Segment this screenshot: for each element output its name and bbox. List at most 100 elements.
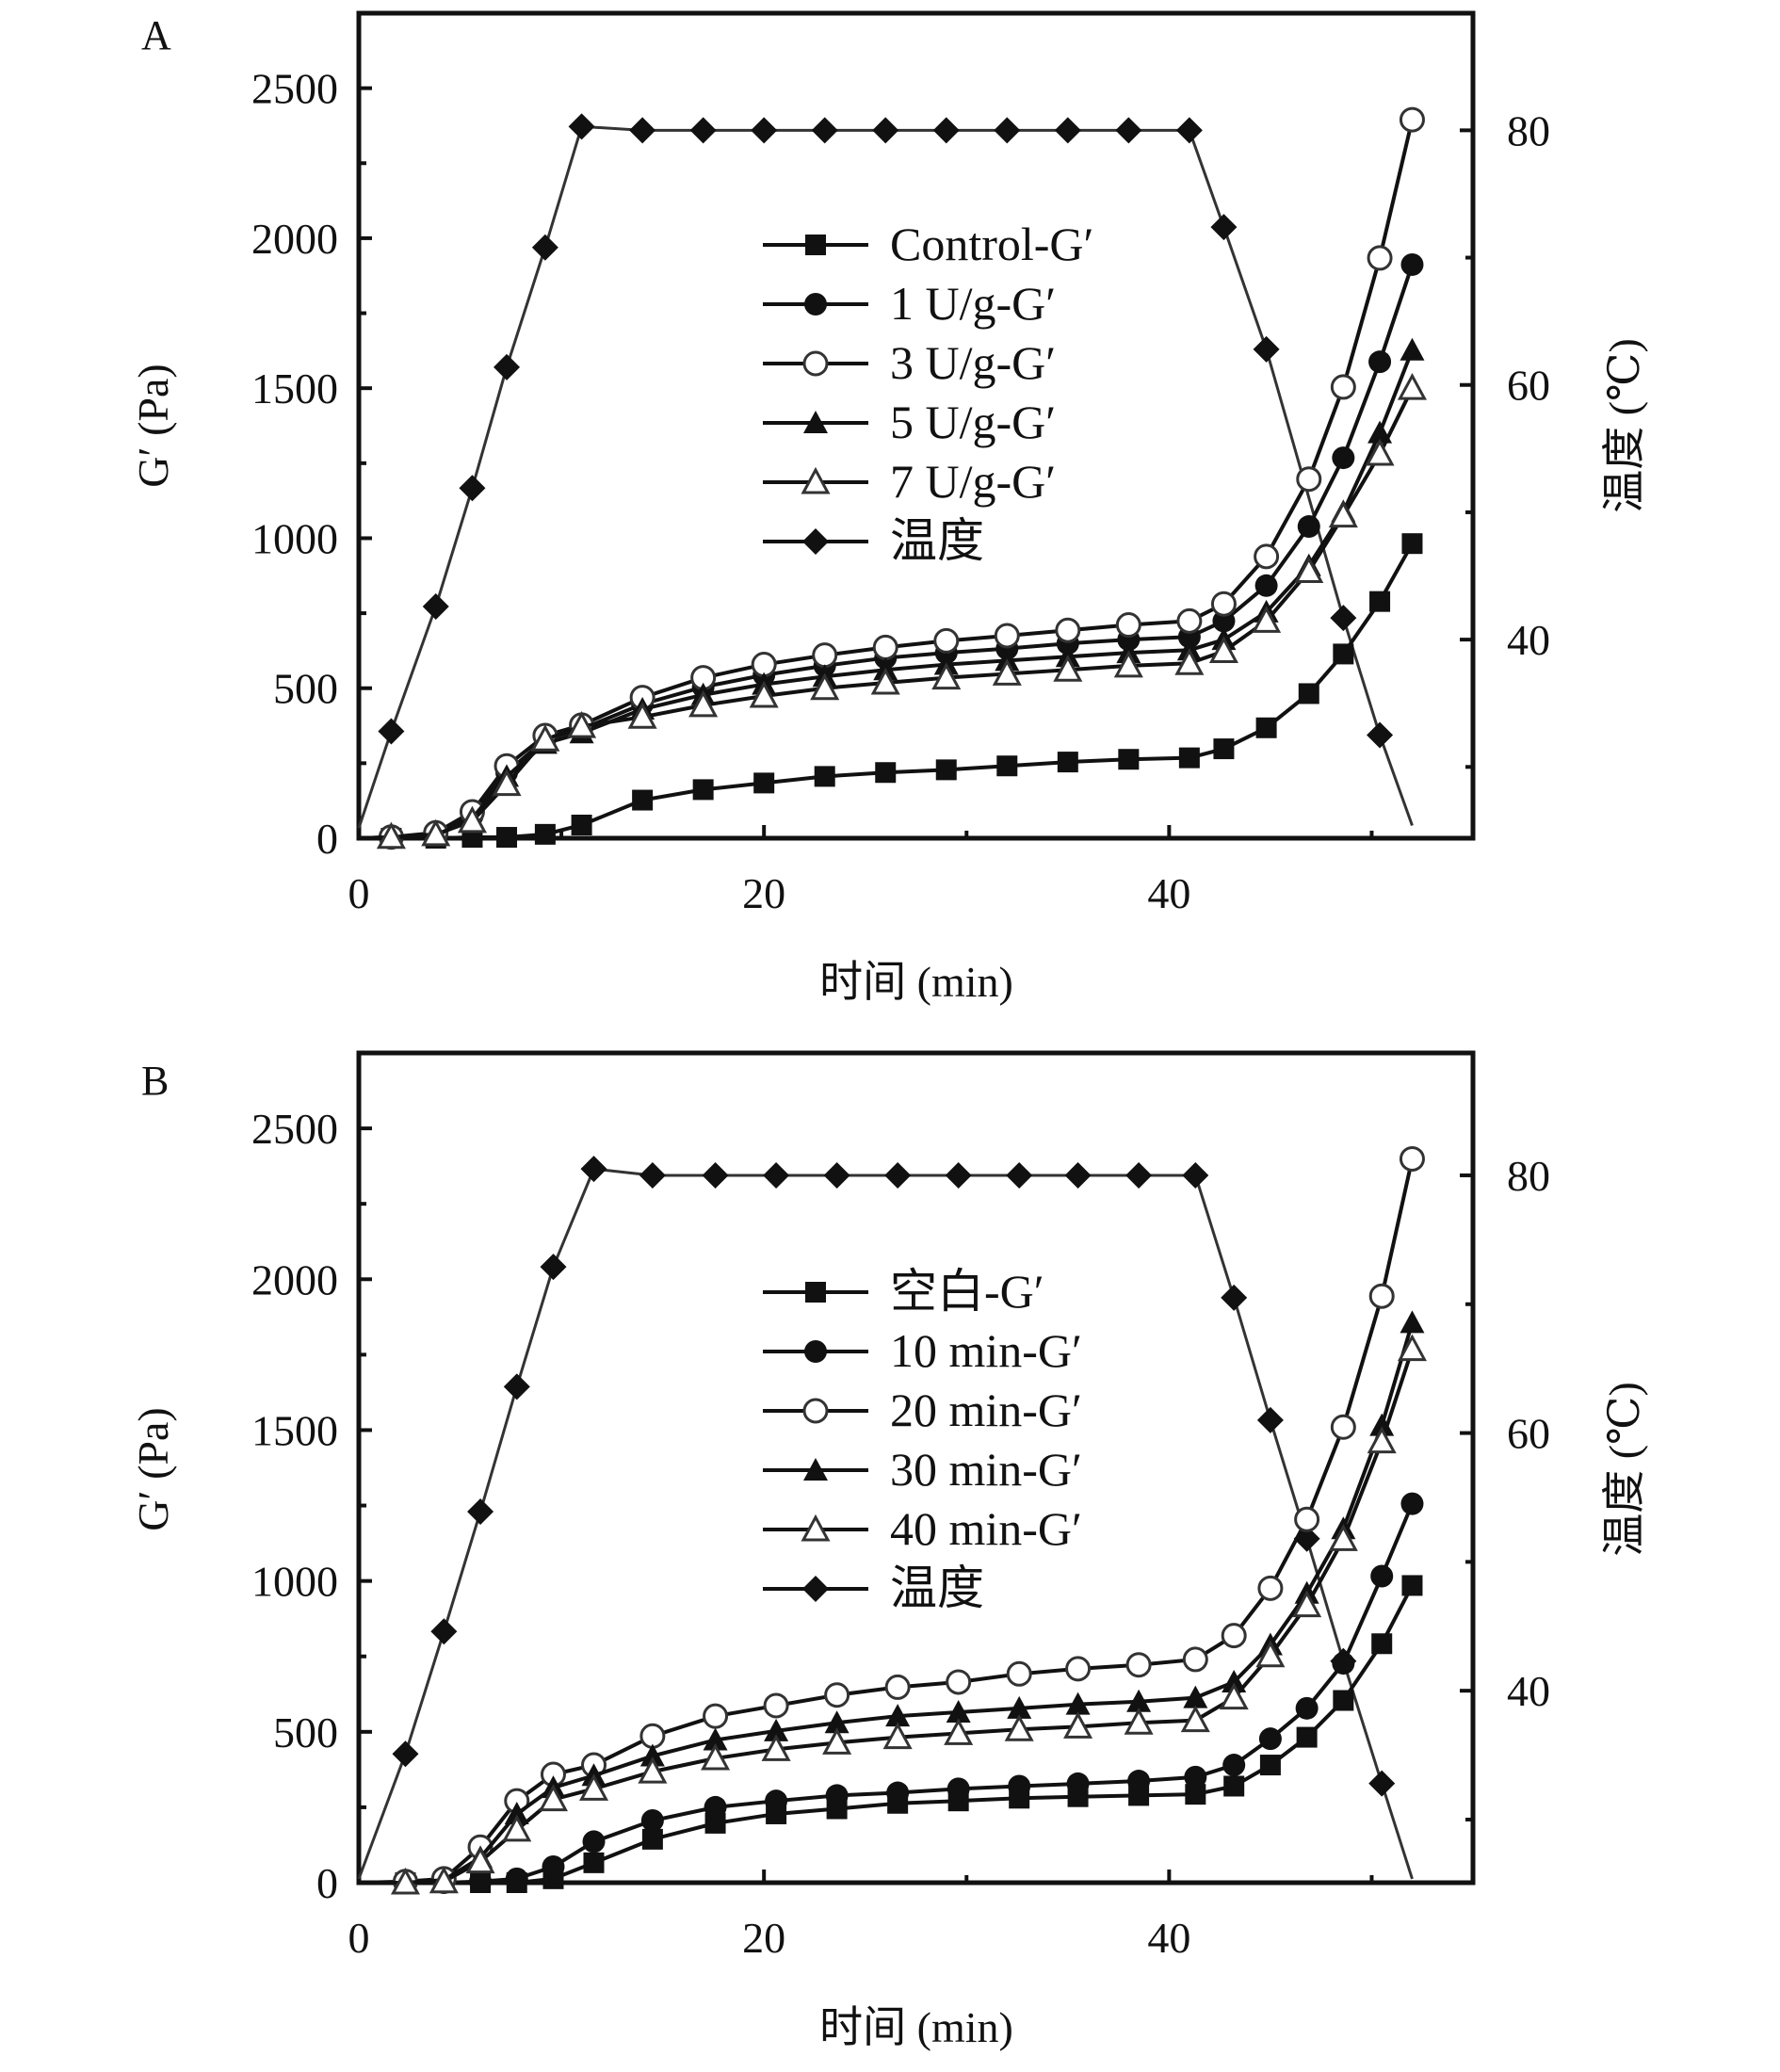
legend-marker [804, 293, 827, 316]
data-point [1397, 373, 1427, 400]
data-point [824, 1682, 850, 1708]
data-point [872, 634, 898, 660]
y2-axis-label: 温度 (℃) [1600, 1382, 1648, 1557]
data-point [1004, 1714, 1034, 1741]
legend-label: 10 min-G′ [890, 1324, 1082, 1377]
data-point [1210, 591, 1237, 617]
data-point [765, 1789, 788, 1813]
data-point [1006, 1660, 1032, 1687]
data-point [810, 672, 840, 701]
data-point [390, 1867, 420, 1895]
data-point [1332, 1652, 1355, 1675]
data-point [1400, 337, 1425, 361]
data-point [1371, 1633, 1393, 1655]
legend-label: Control-G′ [890, 218, 1093, 270]
temperature-point [751, 117, 778, 144]
temperature-point [1006, 1161, 1033, 1189]
temperature-point [884, 1161, 912, 1189]
data-point [753, 772, 775, 794]
y-tick-label: 2000 [251, 215, 338, 263]
series-4 [358, 373, 1427, 850]
legend-item: 3 U/g-G′ [763, 336, 1056, 389]
data-point [1008, 1774, 1031, 1798]
temperature-point [629, 117, 656, 144]
data-point [1115, 612, 1141, 639]
legend-item: 7 U/g-G′ [763, 455, 1056, 508]
y2-tick-label: 60 [1507, 362, 1550, 410]
temperature-point [459, 475, 486, 502]
data-point [582, 1830, 606, 1853]
data-point [814, 766, 835, 787]
legend-item: 10 min-G′ [763, 1324, 1082, 1377]
temperature-point [932, 117, 960, 144]
data-point [1063, 1711, 1093, 1739]
data-point [931, 662, 962, 690]
temperature-point [1330, 605, 1357, 632]
data-point [1332, 446, 1355, 470]
data-point [875, 762, 897, 784]
data-point [1292, 1590, 1322, 1618]
data-point [1367, 245, 1393, 271]
temperature-point [763, 1161, 790, 1189]
y-tick-label: 500 [273, 665, 338, 713]
data-point [886, 1781, 910, 1805]
legend-marker [801, 466, 831, 494]
legend-item: 5 U/g-G′ [763, 396, 1056, 448]
legend-label: 5 U/g-G′ [890, 396, 1056, 448]
legend-label: 3 U/g-G′ [890, 336, 1056, 389]
data-point [1213, 738, 1235, 760]
legend-marker [802, 1576, 829, 1602]
data-point [1118, 749, 1140, 770]
panel-label: A [141, 12, 171, 58]
temperature-point [639, 1161, 666, 1189]
temperature-point [823, 1161, 850, 1189]
temperature-point [1175, 117, 1203, 144]
data-point [1401, 533, 1423, 555]
data-point [1066, 1772, 1090, 1795]
data-point [376, 821, 406, 850]
legend-label: 40 min-G′ [890, 1502, 1082, 1555]
data-point [1185, 1784, 1206, 1805]
data-point [763, 1692, 789, 1719]
y2-tick-label: 80 [1507, 106, 1550, 154]
data-point [688, 689, 719, 718]
data-point [1254, 574, 1278, 597]
data-point [1124, 1708, 1154, 1735]
data-point [1298, 683, 1319, 704]
data-point [692, 779, 714, 801]
data-point [492, 769, 522, 797]
data-point [1219, 1682, 1249, 1710]
data-point [824, 1710, 850, 1734]
data-point [935, 759, 957, 781]
data-point [1255, 1640, 1286, 1668]
y2-tick-label: 40 [1507, 1667, 1550, 1715]
data-point [571, 814, 592, 835]
data-point [1113, 650, 1143, 678]
data-point [632, 789, 654, 811]
data-point [703, 1727, 728, 1751]
data-point [1065, 1656, 1092, 1682]
y-tick-label: 1500 [251, 1406, 338, 1454]
x-axis-ticks: 0 20 40 [348, 1870, 1374, 1962]
temperature-point [1210, 214, 1238, 241]
temperature-point [430, 1618, 458, 1645]
chart-panel-b: B 0 500 1000 1500 2000 2500 40 60 80 0 20 40 G′ (… [129, 1050, 1648, 2051]
data-point [1183, 1685, 1208, 1708]
legend-marker [802, 528, 829, 555]
series-2 [358, 106, 1425, 850]
data-point [578, 1773, 609, 1801]
y2-axis-ticks: 40 60 80 [1460, 1152, 1550, 1821]
data-point [542, 1855, 565, 1879]
temperature-point [1368, 1770, 1396, 1797]
temperature-point [1125, 1161, 1153, 1189]
data-point [1065, 1692, 1091, 1715]
temperature-point [531, 234, 558, 261]
temperature-point [994, 117, 1021, 144]
temperature-point [568, 113, 595, 140]
y-tick-label: 2000 [251, 1255, 338, 1303]
temperature-point [580, 1156, 607, 1183]
data-point [1369, 591, 1391, 612]
data-point [1397, 1334, 1427, 1362]
data-point [1399, 106, 1425, 133]
temperature-point [1182, 1161, 1209, 1189]
